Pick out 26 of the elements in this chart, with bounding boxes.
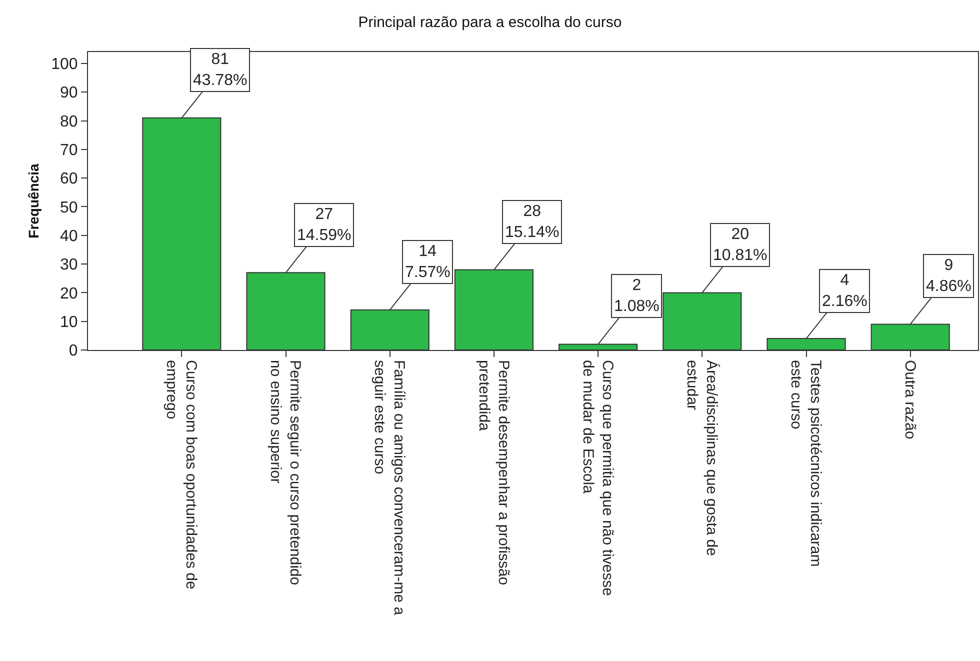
chart-title: Principal razão para a escolha do curso: [358, 14, 622, 32]
y-tick-label: 0: [68, 342, 78, 360]
data-label: 20 10.81%: [713, 226, 768, 264]
x-tick-label: Curso com boas oportunidades de emprego: [163, 360, 200, 590]
x-tick-label: Testes psicotécnicos indicaram este curso: [788, 360, 824, 567]
data-label: 81 43.78%: [193, 51, 248, 89]
data-label: 2 1.08%: [614, 277, 660, 315]
y-tick-label: 30: [60, 256, 78, 274]
y-tick-label: 60: [60, 170, 78, 188]
y-tick-label: 90: [60, 84, 78, 102]
y-tick-label: 20: [60, 285, 78, 302]
data-label: 14 7.57%: [405, 243, 450, 281]
x-tick-label: Permite desempenhar a profissão pretendida: [475, 360, 512, 586]
data-label: 28 15.14%: [505, 203, 560, 241]
y-tick-label: 10: [60, 314, 78, 331]
y-tick-label: 50: [60, 199, 78, 216]
y-tick-label: 80: [60, 113, 78, 130]
data-label: 9 4.86%: [926, 257, 972, 295]
y-tick-label: 100: [51, 56, 78, 74]
y-tick-label: 70: [60, 142, 78, 160]
y-axis-title: Frequência: [26, 163, 42, 238]
x-tick-label: Área/disciplinas que gosta de estudar: [684, 360, 722, 556]
data-label: 4 2.16%: [822, 272, 868, 310]
data-label: 27 14.59%: [297, 206, 352, 244]
x-tick-label: Outra razão: [901, 360, 918, 440]
y-tick-label: 40: [60, 228, 78, 245]
